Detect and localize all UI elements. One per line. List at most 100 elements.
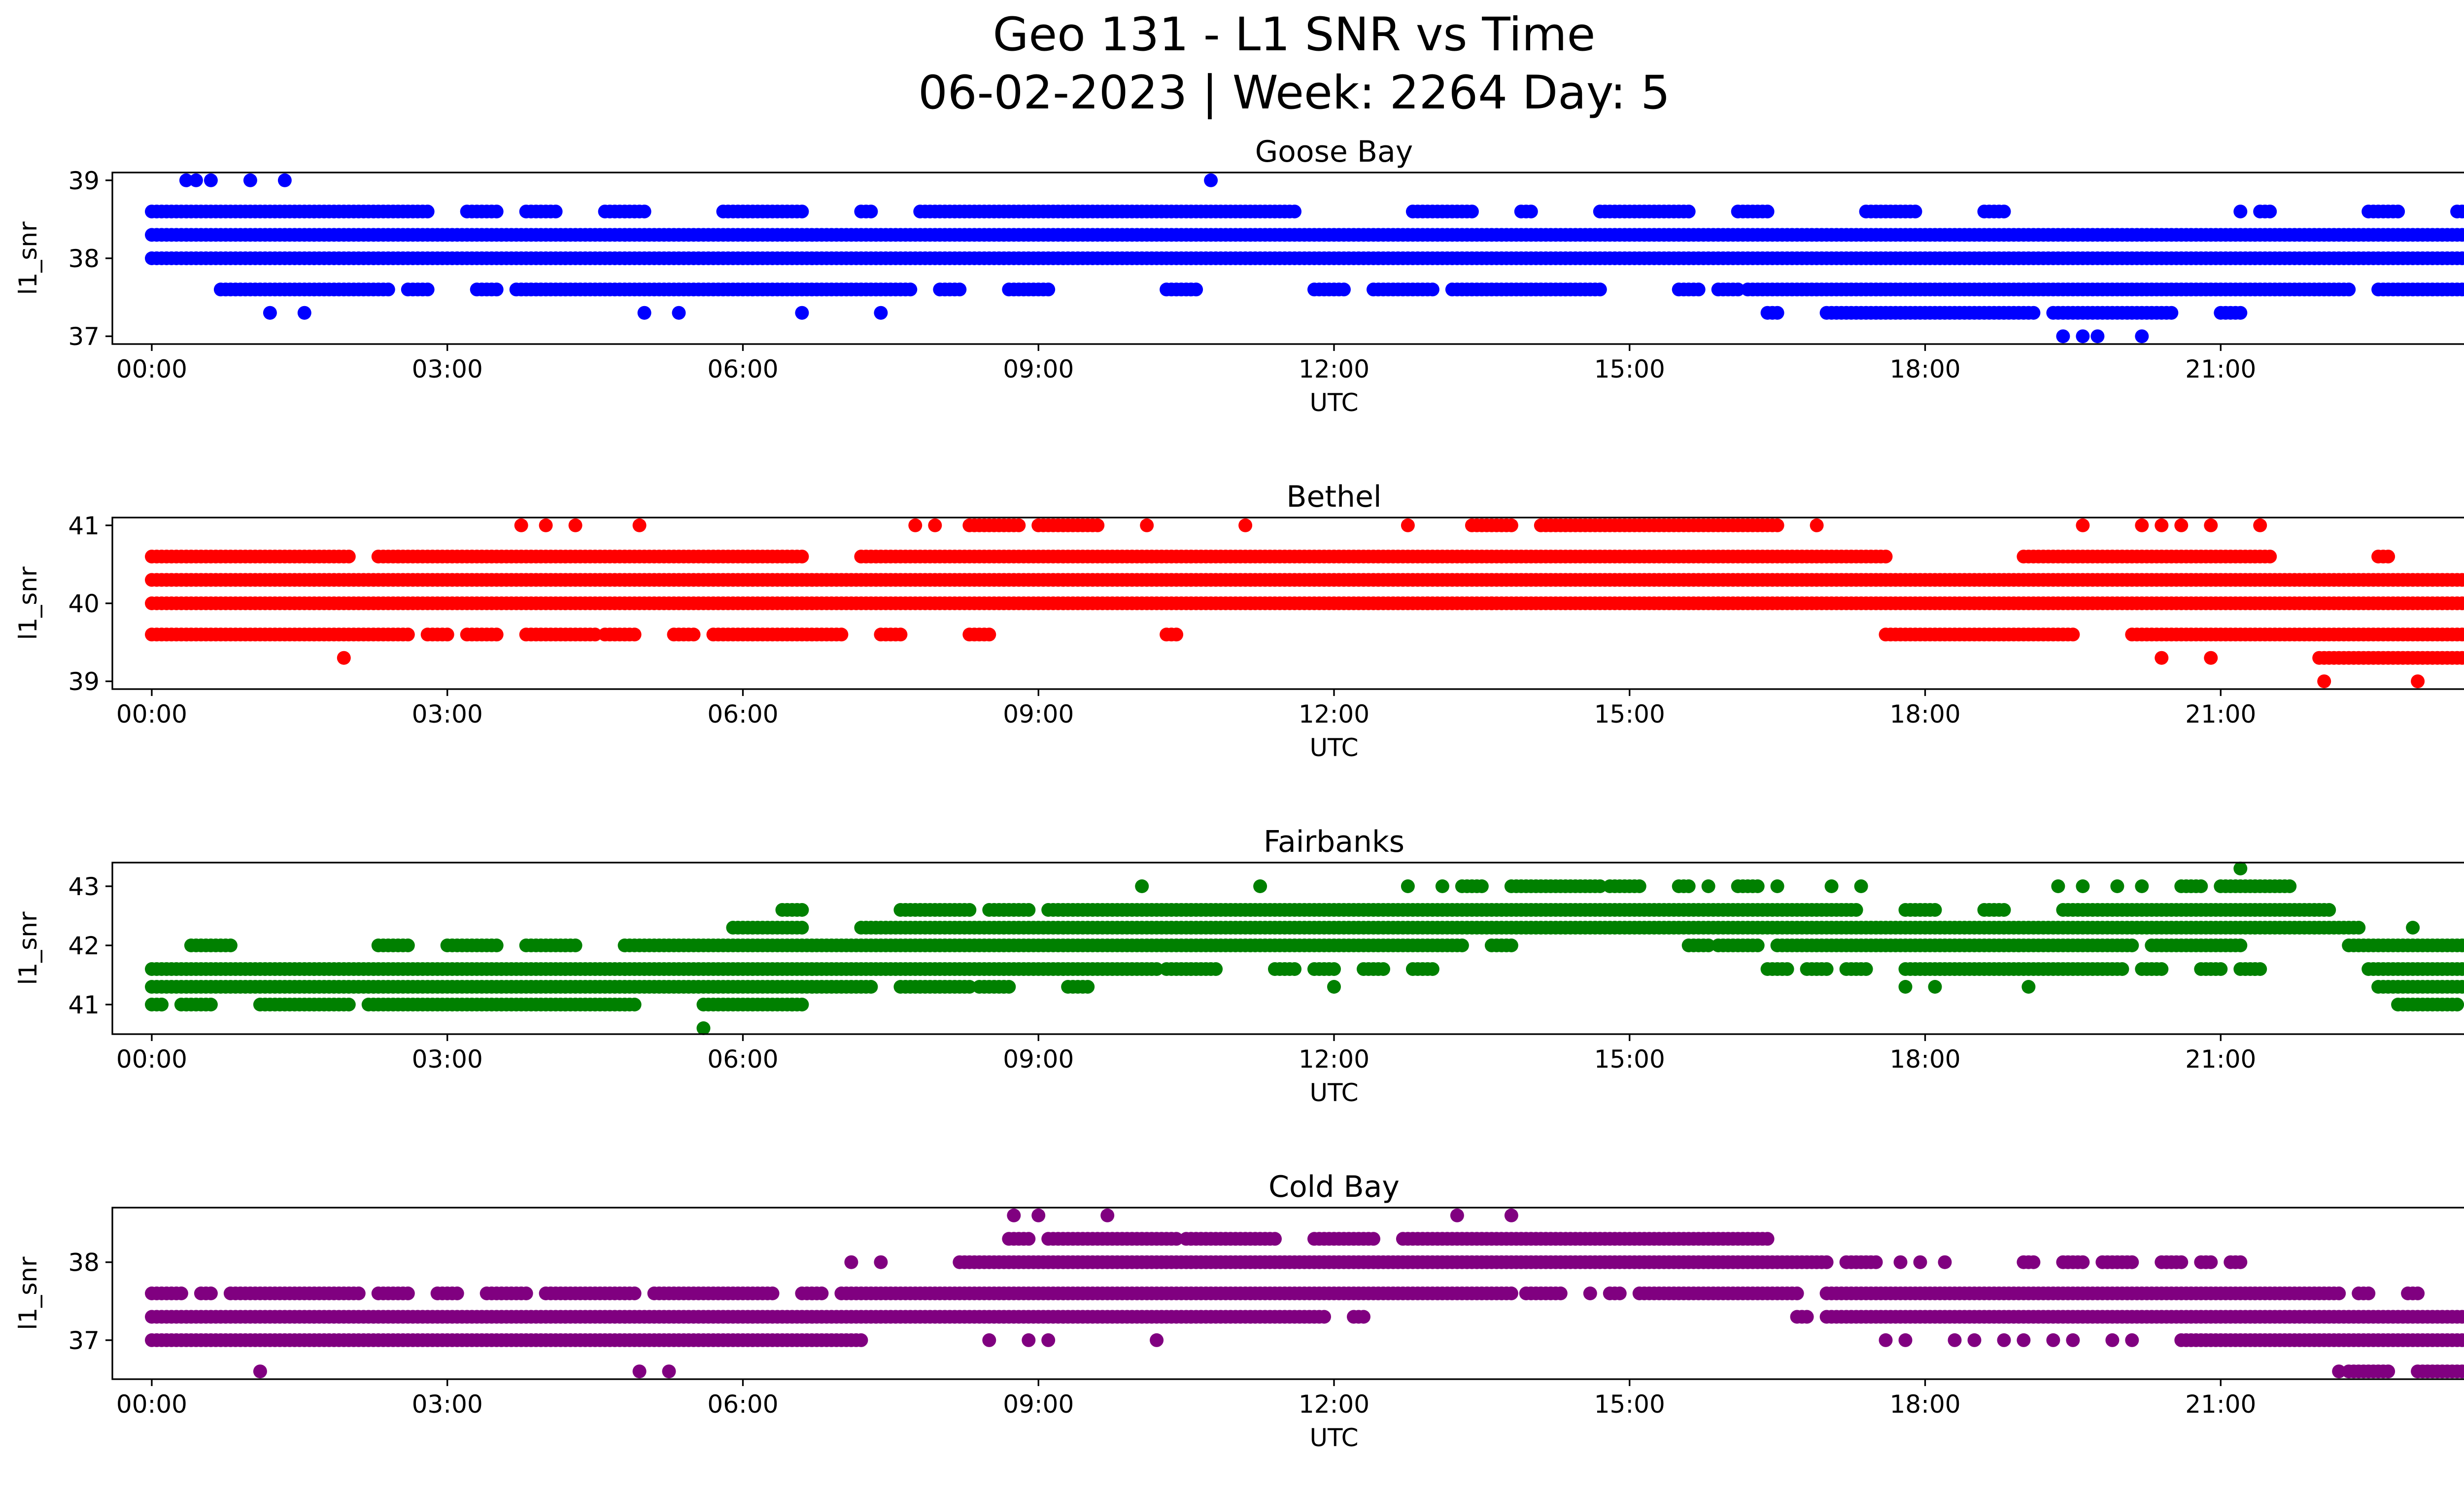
- y-tick-label: 41: [68, 512, 100, 540]
- data-point: [795, 550, 809, 564]
- data-point: [2204, 651, 2218, 665]
- data-point: [381, 282, 395, 297]
- data-point: [795, 903, 809, 917]
- data-point: [1849, 903, 1863, 917]
- data-point: [1209, 962, 1223, 976]
- data-point: [908, 518, 923, 532]
- data-point: [1810, 518, 1824, 532]
- data-point: [2233, 939, 2248, 952]
- data-point: [1997, 903, 2011, 917]
- data-point: [539, 518, 553, 532]
- data-point: [1288, 205, 1301, 219]
- data-point: [263, 306, 277, 320]
- data-point: [2263, 205, 2277, 219]
- y-tick-label: 37: [68, 322, 100, 351]
- x-tick-label: 12:00: [1299, 355, 1369, 383]
- data-point: [2056, 329, 2070, 344]
- data-point: [243, 173, 257, 187]
- figure-title-line-2: 06-02-2023 | Week: 2264 Day: 5: [918, 66, 1670, 120]
- data-point: [1750, 939, 1765, 952]
- data-point: [2125, 939, 2139, 952]
- data-point: [795, 205, 809, 219]
- data-point: [489, 205, 504, 219]
- data-point: [2066, 627, 2080, 642]
- x-tick-label: 09:00: [1003, 355, 1074, 383]
- data-point: [2026, 306, 2041, 320]
- data-point: [2233, 306, 2248, 320]
- data-point: [1420, 596, 1435, 610]
- subplot-title: Goose Bay: [1255, 135, 1413, 169]
- data-point: [1238, 518, 1253, 532]
- data-point: [1524, 205, 1538, 219]
- data-point: [864, 980, 878, 994]
- data-point: [2090, 329, 2105, 344]
- y-tick-label: 38: [68, 244, 100, 273]
- data-point: [953, 282, 967, 297]
- data-point: [1012, 518, 1026, 532]
- data-point: [420, 282, 435, 297]
- data-point: [420, 205, 435, 219]
- data-point: [1169, 627, 1184, 642]
- data-point: [2322, 903, 2336, 917]
- data-point: [1681, 205, 1696, 219]
- data-point: [1288, 962, 1301, 976]
- x-tick-label: 03:00: [412, 700, 483, 729]
- data-point: [1376, 962, 1390, 976]
- data-point: [1928, 903, 1942, 917]
- data-point: [672, 306, 686, 320]
- figure-title-line-1: Geo 131 - L1 SNR vs Time: [993, 8, 1596, 62]
- data-point: [2155, 962, 2169, 976]
- subplots: 00:00 03:00 06:00 09:00 12:00 15:00 18:00 21:00…: [14, 135, 2464, 1452]
- data-point: [2263, 550, 2277, 564]
- x-tick-label: 18:00: [1889, 700, 1960, 729]
- data-point: [1593, 282, 1607, 297]
- data-point: [1484, 596, 1499, 610]
- data-point: [342, 998, 356, 1011]
- x-tick-label: 06:00: [707, 355, 778, 383]
- data-point: [548, 205, 563, 219]
- data-point: [982, 627, 996, 642]
- data-point: [2155, 518, 2169, 532]
- data-point: [342, 550, 356, 564]
- data-point: [1997, 205, 2011, 219]
- data-point: [2460, 228, 2464, 242]
- data-point: [2391, 205, 2405, 219]
- data-point: [2460, 252, 2464, 265]
- data-point: [2076, 329, 2090, 344]
- x-tick-label: 18:00: [1889, 355, 1960, 383]
- data-point: [568, 518, 582, 532]
- x-tick-label: 21:00: [2185, 700, 2256, 729]
- data-point: [1504, 939, 1518, 952]
- data-point: [440, 627, 454, 642]
- data-point: [1189, 282, 1203, 297]
- data-point: [795, 921, 809, 935]
- data-point: [1819, 962, 1834, 976]
- data-point: [637, 205, 651, 219]
- data-point: [401, 627, 415, 642]
- data-point: [874, 306, 888, 320]
- data-point: [627, 627, 642, 642]
- data-point: [1204, 173, 1218, 187]
- data-point: [401, 939, 415, 952]
- data-point: [223, 939, 238, 952]
- x-tick-label: 00:00: [116, 355, 187, 383]
- data-point: [1770, 518, 1784, 532]
- data-point: [1327, 962, 1341, 976]
- data-point: [2155, 651, 2169, 665]
- data-point: [632, 518, 647, 532]
- data-point: [2460, 205, 2464, 218]
- data-point: [1711, 596, 1725, 610]
- y-tick-label: 39: [68, 667, 100, 696]
- y-tick-label: 39: [68, 167, 100, 195]
- x-tick-label: 15:00: [1594, 700, 1665, 729]
- data-point: [2135, 518, 2149, 532]
- data-point: [1504, 518, 1518, 532]
- data-point: [514, 518, 528, 532]
- data-series: [145, 173, 2464, 344]
- data-point: [204, 998, 218, 1011]
- data-point: [928, 518, 942, 532]
- data-point: [903, 282, 918, 297]
- data-point: [1760, 205, 1775, 219]
- data-point: [2233, 205, 2248, 219]
